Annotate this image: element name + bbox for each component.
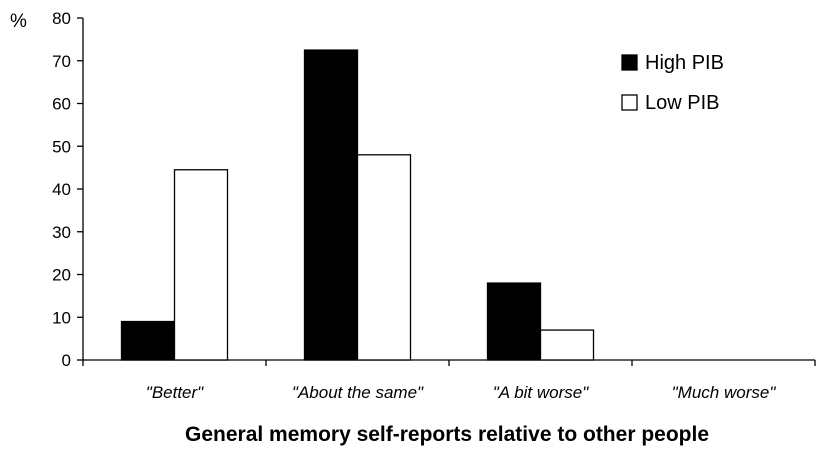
y-tick-label: 30 xyxy=(52,223,71,242)
bar-low-pib xyxy=(356,154,412,361)
legend-swatch xyxy=(621,94,638,111)
legend: High PIB Low PIB xyxy=(621,52,724,114)
bar-high-pib xyxy=(486,282,542,361)
y-tick-label: 40 xyxy=(52,180,71,199)
bar-high-pib xyxy=(120,320,176,361)
y-tick-label: 60 xyxy=(52,95,71,114)
bar-low-pib xyxy=(539,329,595,361)
x-axis-title: General memory self-reports relative to … xyxy=(185,423,709,446)
bars xyxy=(120,49,595,361)
y-tick-label: 80 xyxy=(52,9,71,28)
y-tick-label: 50 xyxy=(52,137,71,156)
category-label: "A bit worse" xyxy=(493,383,589,402)
y-tick-label: 70 xyxy=(52,52,71,71)
bar-high-pib xyxy=(303,49,359,361)
category-labels: "Better" "About the same" "A bit worse" "Mu… xyxy=(146,383,777,402)
legend-label: Low PIB xyxy=(645,92,719,114)
category-label: "Better" xyxy=(146,383,204,402)
y-tick-label: 20 xyxy=(52,266,71,285)
x-axis xyxy=(82,359,816,366)
legend-swatch xyxy=(621,54,638,71)
legend-label: High PIB xyxy=(645,52,724,74)
category-label: "About the same" xyxy=(292,383,424,402)
bar-low-pib xyxy=(173,169,229,361)
y-unit-label: % xyxy=(10,11,27,32)
category-label: "Much worse" xyxy=(672,383,777,402)
y-axis: 0 10 20 30 40 50 60 70 80 xyxy=(52,9,84,370)
y-tick-label: 0 xyxy=(62,351,71,370)
y-tick-label: 10 xyxy=(52,308,71,327)
